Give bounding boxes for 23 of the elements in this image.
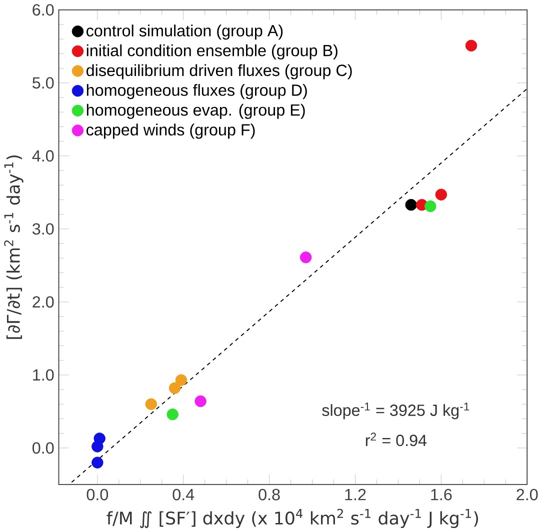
legend-label: capped winds (group F)	[86, 124, 255, 139]
legend-label: control simulation (group A)	[86, 24, 283, 40]
y-tick-label: 3.0	[32, 223, 54, 235]
x-tick-label: 1.6	[431, 488, 452, 500]
x-tick-label: 0.8	[258, 488, 280, 500]
y-tick-label: 2.0	[32, 296, 54, 308]
x-tick-label: 0.4	[172, 488, 194, 500]
y-axis-title: [∂Γ/∂t] (km$^{2}$ s$^{-1}$ day$^{-1}$)	[4, 155, 24, 339]
annotation: r$^{2}$ = 0.94	[366, 432, 427, 446]
legend-label: homogeneous fluxes (group D)	[86, 84, 307, 99]
y-tick-label: 4.0	[32, 150, 54, 162]
x-tick-label: 0.0	[86, 488, 108, 500]
x-tick-label: 2.0	[516, 488, 538, 500]
legend-label: initial condition ensemble (group B)	[86, 44, 338, 60]
legend-label: disequilibrium driven fluxes (group C)	[86, 64, 352, 80]
y-tick-label: 0.0	[32, 442, 54, 454]
y-tick-label: 5.0	[32, 77, 54, 88]
legend-label: homogeneous evap. (group E)	[86, 104, 305, 119]
y-tick-label: 6.0	[32, 4, 54, 16]
x-tick-label: 1.2	[345, 488, 366, 500]
y-tick-label: 1.0	[33, 369, 54, 381]
annotation: slope$^{-1}$ = 3925 J kg$^{-1}$	[322, 402, 470, 420]
text: f/M ∬ [SF′] dxdy (x 10$^{4}$ km$^{2}$ s$^{-1}$ day$^{-1}$ J kg$^{-1}$)	[106, 508, 478, 528]
